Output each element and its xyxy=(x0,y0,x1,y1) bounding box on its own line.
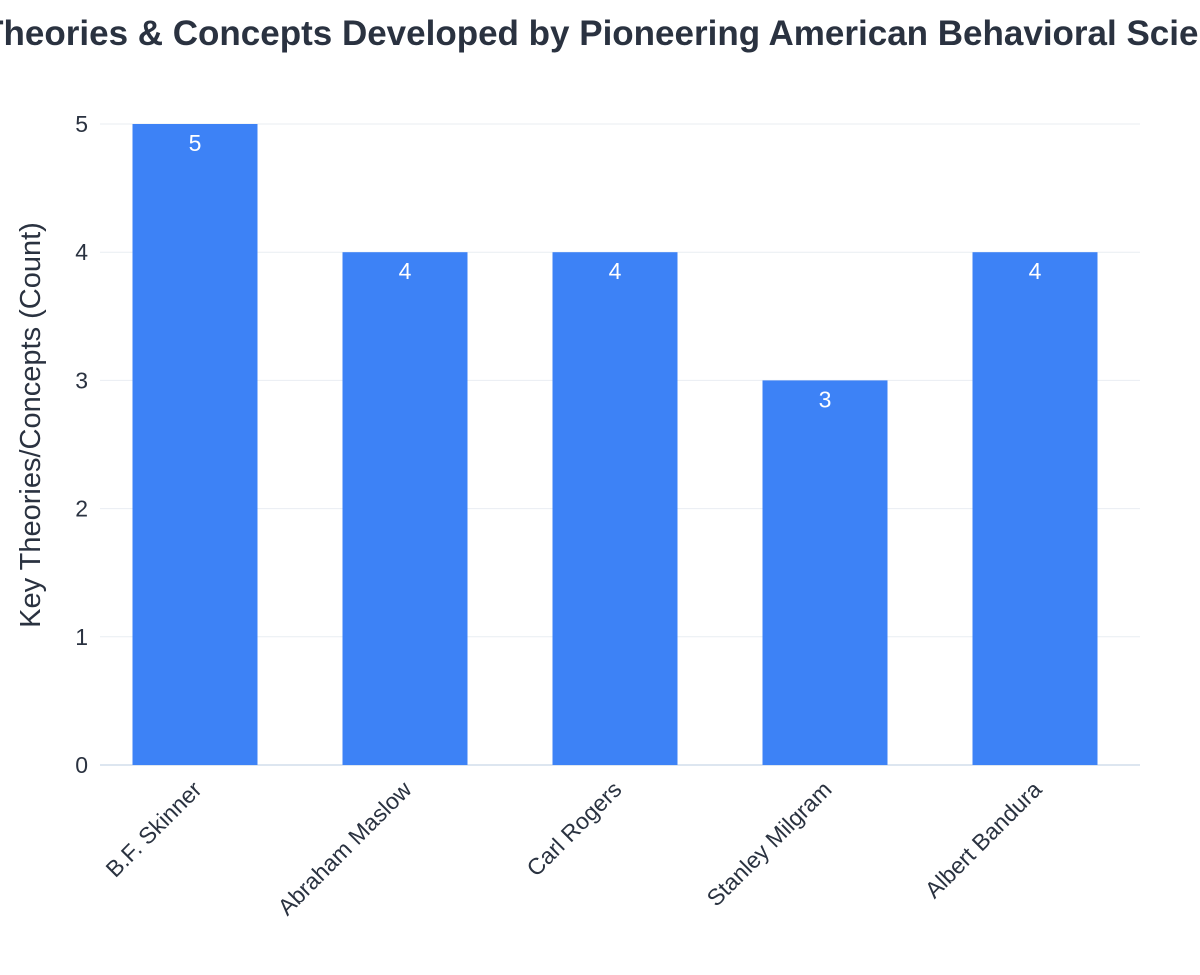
bar-value-label: 5 xyxy=(189,130,202,156)
x-tick-label: B.F. Skinner xyxy=(100,776,206,882)
data-labels: 5 4 4 3 4 xyxy=(189,130,1042,412)
x-axis-ticks: B.F. Skinner Abraham Maslow Carl Rogers Sta… xyxy=(100,776,1046,920)
bar xyxy=(132,124,258,765)
y-axis-title: Key Theories/Concepts (Count) xyxy=(15,222,47,628)
y-tick-label: 1 xyxy=(75,624,88,650)
bar-value-label: 4 xyxy=(609,258,622,284)
y-tick-label: 2 xyxy=(75,496,88,522)
x-tick-label: Stanley Milgram xyxy=(702,776,837,911)
bar xyxy=(552,252,678,765)
y-axis-ticks: 0 1 2 3 4 5 xyxy=(75,111,88,778)
y-tick-label: 4 xyxy=(75,239,88,265)
chart-title: Key Theories & Concepts Developed by Pio… xyxy=(0,14,1200,53)
y-tick-label: 0 xyxy=(75,752,88,778)
x-tick-label: Albert Bandura xyxy=(920,776,1047,903)
bar-value-label: 4 xyxy=(399,258,412,284)
bar-value-label: 3 xyxy=(819,386,832,412)
bars xyxy=(132,124,1098,765)
x-tick-label: Carl Rogers xyxy=(521,776,626,881)
bar xyxy=(972,252,1098,765)
bar-value-label: 4 xyxy=(1029,258,1042,284)
y-tick-label: 5 xyxy=(75,111,88,137)
bar xyxy=(762,380,888,765)
x-tick-label: Abraham Maslow xyxy=(273,776,417,920)
y-tick-label: 3 xyxy=(75,367,88,393)
bar xyxy=(342,252,468,765)
